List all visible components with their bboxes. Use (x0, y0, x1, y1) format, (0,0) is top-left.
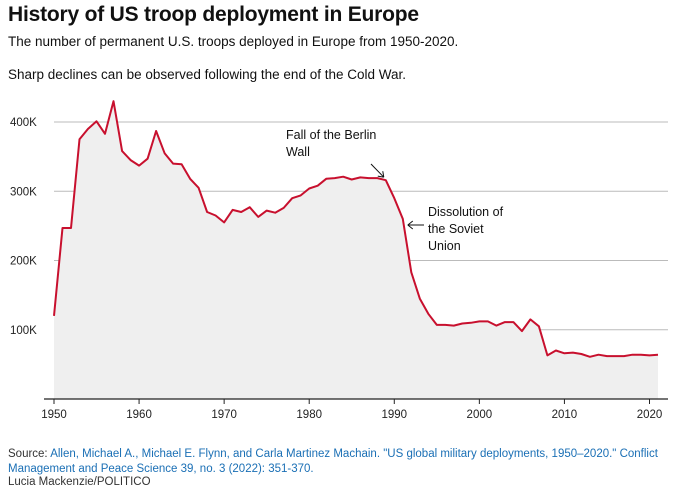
x-tick-label: 1960 (126, 409, 152, 421)
x-tick-label: 1990 (381, 409, 407, 421)
source-label: Source: (8, 448, 51, 460)
annotation-berlin-wall-arrow (370, 163, 385, 178)
annotation-soviet-union-label: the Soviet (428, 222, 484, 236)
y-tick-label: 300K (10, 186, 37, 198)
y-tick-label: 400K (10, 117, 37, 129)
source-citation[interactable]: Allen, Michael A., Michael E. Flynn, and… (8, 448, 658, 475)
annotation-berlin-wall-label: Wall (286, 145, 310, 159)
x-tick-label: 1980 (296, 409, 322, 421)
series-line (53, 100, 659, 358)
area-chart: 1950 1960 1970 1980 1990 2000 2010 2020 100K 200… (10, 100, 668, 421)
x-axis-ticks: 1950 1960 1970 1980 1990 2000 2010 2020 (41, 399, 662, 421)
x-tick-label: 1970 (211, 409, 237, 421)
y-tick-label: 200K (10, 256, 37, 268)
annotations: Fall of the Berlin Wall Dissolution of the … (286, 128, 504, 253)
annotation-soviet-union-label: Union (428, 239, 461, 253)
series-area-fill (54, 101, 658, 399)
x-tick-label: 2000 (467, 409, 493, 421)
y-axis-ticks: 100K 200K 300K 400K (10, 117, 37, 337)
chart-note: Sharp declines can be observed following… (8, 67, 406, 82)
x-tick-label: 1950 (41, 409, 67, 421)
source-note: Source: Allen, Michael A., Michael E. Fl… (8, 447, 668, 477)
chart-subtitle: The number of permanent U.S. troops depl… (8, 34, 459, 49)
annotation-soviet-union-arrowhead (407, 220, 414, 230)
credit-line: Lucia Mackenzie/POLITICO (8, 476, 151, 488)
annotation-berlin-wall-arrowhead (377, 171, 385, 178)
annotation-berlin-wall-label: Fall of the Berlin (286, 128, 376, 142)
x-tick-label: 2010 (552, 409, 578, 421)
chart-title: History of US troop deployment in Europe (8, 3, 419, 26)
x-tick-label: 2020 (637, 409, 663, 421)
y-tick-label: 100K (10, 325, 37, 337)
annotation-soviet-union-label: Dissolution of (428, 205, 504, 219)
